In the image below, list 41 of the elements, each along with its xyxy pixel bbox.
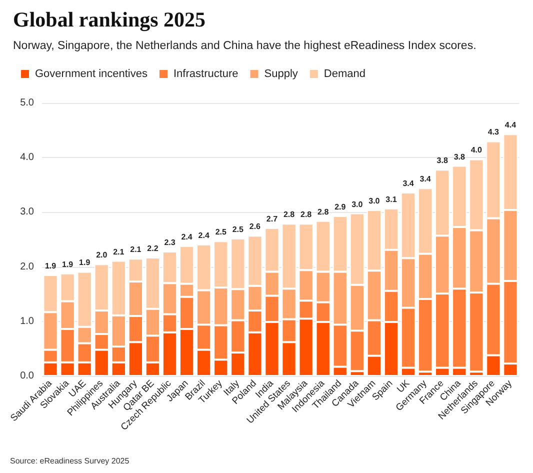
legend-label: Supply bbox=[264, 68, 298, 80]
y-tick-label: 2.0 bbox=[20, 261, 34, 272]
total-label: 3.8 bbox=[454, 152, 466, 162]
y-tick-label: 4.0 bbox=[20, 152, 34, 164]
total-label: 2.8 bbox=[283, 210, 296, 220]
total-label: 2.5 bbox=[232, 224, 244, 234]
total-label: 2.1 bbox=[130, 245, 142, 254]
total-label: 2.0 bbox=[96, 250, 108, 260]
total-label: 3.0 bbox=[368, 196, 380, 206]
total-label: 3.8 bbox=[436, 156, 448, 166]
total-label: 3.4 bbox=[402, 179, 414, 188]
source-note: Source: eReadiness Survey 2025 bbox=[10, 456, 130, 466]
y-tick-label: 0.0 bbox=[20, 370, 34, 382]
total-label: 3.4 bbox=[420, 174, 432, 184]
total-label: 2.4 bbox=[198, 230, 210, 240]
total-label: 1.9 bbox=[79, 258, 91, 268]
total-label: 4.3 bbox=[488, 128, 500, 137]
chart-subtitle: Norway, Singapore, the Netherlands and China have the highest eReadiness Index scores. bbox=[13, 40, 476, 52]
total-label: 2.3 bbox=[164, 238, 176, 248]
total-label: 3.1 bbox=[386, 194, 398, 204]
legend-label: Government incentives bbox=[35, 68, 148, 80]
total-label: 2.9 bbox=[334, 202, 346, 212]
total-label: 4.0 bbox=[470, 146, 483, 155]
total-label: 1.9 bbox=[44, 261, 57, 270]
total-label: 2.8 bbox=[300, 210, 312, 220]
total-label: 2.7 bbox=[266, 214, 278, 224]
total-label: 3.0 bbox=[352, 200, 364, 209]
total-label: 2.6 bbox=[249, 222, 262, 232]
total-label: 2.5 bbox=[215, 228, 227, 237]
legend-label: Demand bbox=[324, 68, 366, 80]
total-label: 2.8 bbox=[318, 207, 330, 216]
total-label: 1.9 bbox=[62, 260, 74, 269]
total-label: 2.1 bbox=[113, 247, 125, 256]
y-tick-label: 3.0 bbox=[20, 206, 34, 218]
chart-title: Global rankings 2025 bbox=[13, 8, 206, 32]
total-label: 4.4 bbox=[504, 120, 517, 130]
total-label: 2.4 bbox=[181, 232, 193, 242]
legend-label: Infrastructure bbox=[174, 68, 238, 80]
y-tick-label: 1.0 bbox=[20, 316, 34, 327]
y-tick-label: 5.0 bbox=[20, 98, 34, 108]
total-label: 2.2 bbox=[147, 244, 159, 254]
